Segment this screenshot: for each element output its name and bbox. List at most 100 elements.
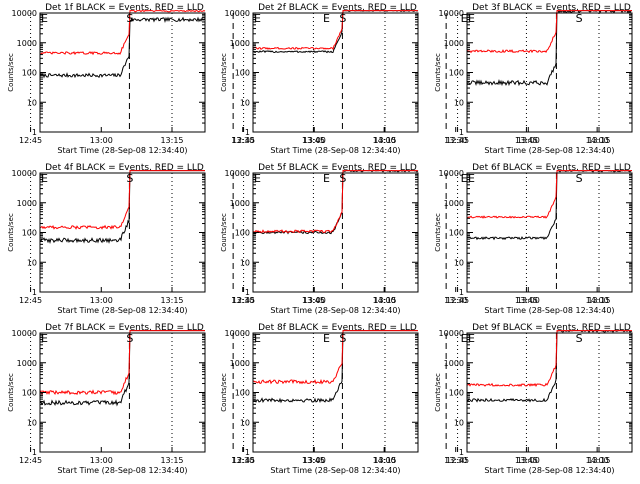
y-tick-label: 10000 xyxy=(12,9,37,18)
y-tick-label: 1 xyxy=(32,288,37,297)
y-tick-label: 10000 xyxy=(12,169,37,178)
series-line-events xyxy=(39,16,206,79)
panel-title: Det 2f BLACK = Events, RED = LLD xyxy=(258,3,417,13)
y-tick-label: 10000 xyxy=(439,329,464,338)
series-line-lld xyxy=(252,10,418,51)
x-axis-label: Start Time (28-Sep-08 12:34:40) xyxy=(484,146,614,155)
x-axis-label: Start Time (28-Sep-08 12:34:40) xyxy=(57,466,187,475)
x-tick-label: 13:45 xyxy=(515,136,538,145)
x-axis-label: Start Time (28-Sep-08 12:34:40) xyxy=(57,306,187,315)
x-tick-label: 13:45 xyxy=(302,296,325,305)
y-tick-label: 100 xyxy=(449,69,464,78)
y-tick-label: 1 xyxy=(459,288,464,297)
y-tick-label: 100 xyxy=(235,69,250,78)
y-tick-label: 1000 xyxy=(444,39,464,48)
x-tick-label: 12:45 xyxy=(19,136,42,145)
y-axis-label: Counts/sec xyxy=(220,373,228,412)
series-line-lld xyxy=(39,9,206,56)
y-tick-label: 1000 xyxy=(444,359,464,368)
interval-marker-label: S xyxy=(126,332,133,345)
y-tick-label: 10000 xyxy=(12,329,37,338)
series-line-events xyxy=(252,9,419,54)
interval-marker-label: E xyxy=(461,172,468,185)
y-axis-label: Counts/sec xyxy=(220,53,228,92)
series-line-events xyxy=(252,169,419,235)
x-tick-label: 13:15 xyxy=(373,296,396,305)
interval-marker-label: E xyxy=(254,172,261,185)
panel-det-6f: Det 6f BLACK = Events, RED = LLD 1 10 100 10… xyxy=(434,163,633,315)
y-tick-label: 1000 xyxy=(17,359,37,368)
y-tick-label: 1 xyxy=(32,448,37,457)
y-tick-label: 1000 xyxy=(230,359,250,368)
x-tick-label: 13:30 xyxy=(231,456,254,465)
x-tick-label: 13:00 xyxy=(517,136,540,145)
y-axis-label: Counts/sec xyxy=(434,373,442,412)
interval-marker-label: E xyxy=(468,172,475,185)
interval-marker-label: E xyxy=(468,332,475,345)
interval-marker-label: E xyxy=(254,332,261,345)
series-line-events xyxy=(466,169,632,241)
panel-title: Det 6f BLACK = Events, RED = LLD xyxy=(472,163,631,173)
y-axis-label: Counts/sec xyxy=(7,53,15,92)
x-tick-label: 13:45 xyxy=(302,136,325,145)
x-tick-label: 13:45 xyxy=(302,456,325,465)
y-tick-label: 1 xyxy=(32,128,37,137)
interval-marker-label: S xyxy=(339,12,346,25)
x-tick-label: 13:00 xyxy=(303,136,326,145)
x-tick-label: 13:00 xyxy=(303,296,326,305)
panel-det-8f: Det 8f BLACK = Events, RED = LLD 1 10 100 10… xyxy=(220,323,609,475)
y-tick-label: 1 xyxy=(245,128,250,137)
y-tick-label: 100 xyxy=(449,229,464,238)
panel-title: Det 3f BLACK = Events, RED = LLD xyxy=(472,3,631,13)
panel-det-7f: Det 7f BLACK = Events, RED = LLD 1 10 100 10… xyxy=(7,323,396,475)
panel-det-9f: Det 9f BLACK = Events, RED = LLD 1 10 100 10… xyxy=(434,323,633,475)
x-tick-label: 13:30 xyxy=(231,136,254,145)
x-axis-label: Start Time (28-Sep-08 12:34:40) xyxy=(484,306,614,315)
panel-title: Det 9f BLACK = Events, RED = LLD xyxy=(472,323,631,333)
panel-det-3f: Det 3f BLACK = Events, RED = LLD 1 10 100 10… xyxy=(434,3,633,155)
y-tick-label: 10000 xyxy=(439,9,464,18)
y-tick-label: 100 xyxy=(235,389,250,398)
y-tick-label: 10000 xyxy=(439,169,464,178)
x-tick-label: 13:00 xyxy=(517,456,540,465)
y-tick-label: 10 xyxy=(454,418,464,427)
y-tick-label: 10 xyxy=(27,258,37,267)
x-tick-label: 12:45 xyxy=(232,296,255,305)
y-tick-label: 100 xyxy=(22,389,37,398)
y-tick-label: 100 xyxy=(22,69,37,78)
x-tick-label: 13:00 xyxy=(90,136,113,145)
x-tick-label: 12:45 xyxy=(19,296,42,305)
y-tick-label: 1000 xyxy=(17,39,37,48)
x-tick-label: 13:30 xyxy=(444,136,467,145)
interval-marker-label: S xyxy=(576,332,583,345)
interval-marker-label: E xyxy=(323,12,330,25)
y-tick-label: 10 xyxy=(240,98,250,107)
x-tick-label: 13:30 xyxy=(444,296,467,305)
x-tick-label: 14:00 xyxy=(373,456,396,465)
x-tick-label: 13:15 xyxy=(373,136,396,145)
x-tick-label: 13:00 xyxy=(303,456,326,465)
series-line-lld xyxy=(39,170,205,230)
x-tick-label: 13:15 xyxy=(160,136,183,145)
interval-marker-label: E xyxy=(468,12,475,25)
y-tick-label: 10 xyxy=(240,418,250,427)
y-tick-label: 100 xyxy=(449,389,464,398)
panel-title: Det 7f BLACK = Events, RED = LLD xyxy=(45,323,204,333)
x-tick-label: 12:45 xyxy=(446,456,469,465)
x-tick-label: 12:45 xyxy=(232,456,255,465)
x-tick-label: 14:00 xyxy=(373,296,396,305)
interval-marker-label: S xyxy=(576,12,583,25)
panel-det-1f: Det 1f BLACK = Events, RED = LLD 1 10 100 10… xyxy=(7,3,396,155)
y-tick-label: 1000 xyxy=(230,39,250,48)
y-tick-label: 1000 xyxy=(230,199,250,208)
y-tick-label: 10000 xyxy=(225,329,250,338)
panel-title: Det 5f BLACK = Events, RED = LLD xyxy=(258,163,417,173)
interval-marker-label: E xyxy=(323,332,330,345)
plot-frame xyxy=(466,12,633,133)
x-tick-label: 13:00 xyxy=(90,456,113,465)
y-tick-label: 10 xyxy=(27,418,37,427)
series-line-lld xyxy=(252,330,418,385)
x-tick-label: 13:00 xyxy=(517,296,540,305)
interval-marker-label: S xyxy=(126,172,133,185)
